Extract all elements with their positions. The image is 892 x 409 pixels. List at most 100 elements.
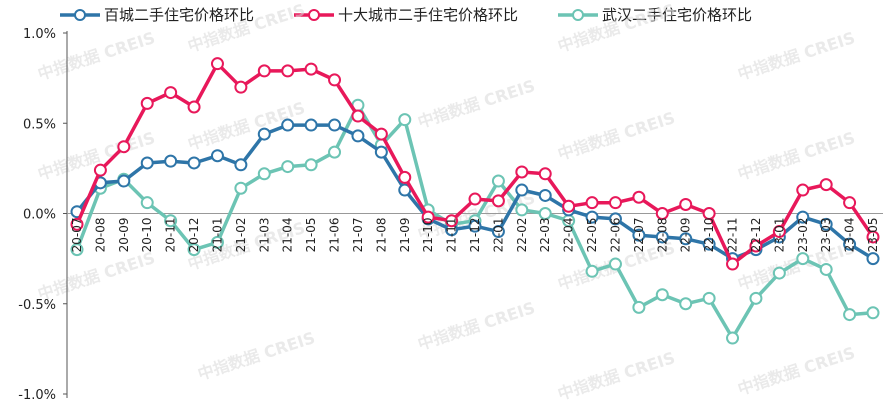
data-point bbox=[585, 210, 599, 224]
x-tick-label: 22-10 bbox=[702, 218, 716, 253]
data-point bbox=[796, 210, 810, 224]
x-tick-label: 22-03 bbox=[538, 218, 552, 253]
data-point bbox=[843, 237, 857, 251]
x-tick-label: 20-08 bbox=[93, 218, 107, 253]
x-tick-label: 21-07 bbox=[351, 218, 365, 253]
legend-label: 十大城市二手住宅价格环比 bbox=[338, 6, 519, 24]
data-point bbox=[234, 80, 248, 94]
data-point bbox=[679, 197, 693, 211]
x-tick-label: 21-03 bbox=[257, 218, 271, 253]
x-tick-label: 21-12 bbox=[468, 218, 482, 253]
data-point bbox=[93, 163, 107, 177]
data-point bbox=[445, 214, 459, 228]
watermark-text: 中指数据 CREIS bbox=[735, 343, 857, 399]
legend-item: 十大城市二手住宅价格环比 bbox=[294, 4, 518, 25]
data-point bbox=[538, 207, 552, 220]
x-tick-label: 21-01 bbox=[210, 218, 224, 253]
data-point bbox=[632, 190, 646, 204]
data-point bbox=[257, 127, 271, 141]
y-tick-label: 0.5% bbox=[23, 117, 56, 132]
x-tick-label: 23-01 bbox=[772, 218, 786, 253]
x-tick-label: 22-09 bbox=[679, 218, 693, 253]
legend-marker-icon bbox=[60, 8, 100, 21]
data-point bbox=[819, 178, 833, 192]
data-point bbox=[632, 300, 646, 314]
data-point bbox=[585, 196, 599, 210]
data-point bbox=[328, 118, 342, 132]
data-point bbox=[164, 214, 178, 228]
data-point bbox=[515, 165, 529, 179]
data-point bbox=[187, 156, 201, 170]
x-tick-label: 21-10 bbox=[421, 218, 435, 253]
data-point bbox=[655, 207, 669, 220]
data-point bbox=[491, 225, 505, 239]
y-tick-label: -0.5% bbox=[18, 298, 56, 313]
data-point bbox=[140, 196, 154, 210]
x-tick-label: 20-09 bbox=[117, 218, 131, 253]
legend-label: 百城二手住宅价格环比 bbox=[104, 6, 255, 24]
data-point bbox=[398, 113, 412, 127]
watermark-text: 中指数据 CREIS bbox=[415, 298, 537, 354]
x-tick-label: 20-12 bbox=[187, 218, 201, 253]
series-2 bbox=[70, 57, 880, 271]
data-point bbox=[608, 257, 622, 271]
data-point bbox=[374, 127, 388, 141]
data-point bbox=[772, 225, 786, 239]
data-point bbox=[538, 167, 552, 181]
watermark-text: 中指数据 CREIS bbox=[185, 0, 307, 56]
data-point bbox=[702, 291, 716, 305]
data-point bbox=[374, 145, 388, 159]
data-point bbox=[702, 207, 716, 220]
data-point bbox=[351, 109, 365, 123]
data-point bbox=[796, 183, 810, 197]
data-point bbox=[210, 57, 224, 71]
data-point bbox=[468, 219, 482, 233]
x-tick-label: 23-03 bbox=[819, 218, 833, 253]
series-1 bbox=[70, 118, 880, 266]
x-tick-label: 22-07 bbox=[632, 218, 646, 253]
data-point bbox=[234, 158, 248, 172]
x-tick-label: 22-05 bbox=[585, 218, 599, 253]
data-point bbox=[210, 149, 224, 163]
watermark-text: 中指数据 CREIS bbox=[415, 76, 537, 132]
legend-item: 武汉二手住宅价格环比 bbox=[558, 4, 752, 25]
x-tick-label: 21-08 bbox=[374, 218, 388, 253]
data-point bbox=[491, 194, 505, 208]
data-point bbox=[140, 96, 154, 110]
data-point bbox=[117, 174, 131, 188]
data-point bbox=[304, 158, 318, 172]
data-point bbox=[187, 100, 201, 114]
watermark-text: 中指数据 CREIS bbox=[555, 0, 677, 56]
x-tick-label: 21-11 bbox=[445, 218, 459, 253]
data-point bbox=[210, 235, 224, 249]
x-tick-label: 22-12 bbox=[749, 218, 763, 253]
data-point bbox=[234, 181, 248, 195]
data-point bbox=[843, 308, 857, 322]
data-point bbox=[117, 140, 131, 154]
x-tick-label: 22-02 bbox=[515, 218, 529, 253]
data-point bbox=[819, 262, 833, 276]
data-point bbox=[328, 145, 342, 159]
y-tick-label: -1.0% bbox=[18, 388, 56, 403]
data-point bbox=[843, 196, 857, 210]
x-tick-label: 21-09 bbox=[398, 218, 412, 253]
x-tick-label: 21-05 bbox=[304, 218, 318, 253]
data-point bbox=[257, 64, 271, 78]
data-point bbox=[679, 232, 693, 246]
data-point bbox=[749, 291, 763, 305]
data-point bbox=[304, 118, 318, 132]
data-point bbox=[655, 288, 669, 302]
data-point bbox=[562, 199, 576, 213]
data-point bbox=[679, 297, 693, 311]
x-tick-label: 20-11 bbox=[164, 218, 178, 253]
data-point bbox=[164, 86, 178, 100]
x-tick-label: 21-06 bbox=[328, 218, 342, 253]
data-point bbox=[585, 264, 599, 278]
legend-label: 武汉二手住宅价格环比 bbox=[602, 6, 753, 24]
data-point bbox=[421, 210, 435, 224]
legend: 百城二手住宅价格环比 十大城市二手住宅价格环比 武汉二手住宅价格环比 bbox=[60, 4, 792, 25]
x-tick-label: 22-06 bbox=[608, 218, 622, 253]
x-tick-label: 23-02 bbox=[796, 218, 810, 253]
data-point bbox=[608, 196, 622, 210]
y-tick-label: 0.0% bbox=[23, 208, 56, 223]
